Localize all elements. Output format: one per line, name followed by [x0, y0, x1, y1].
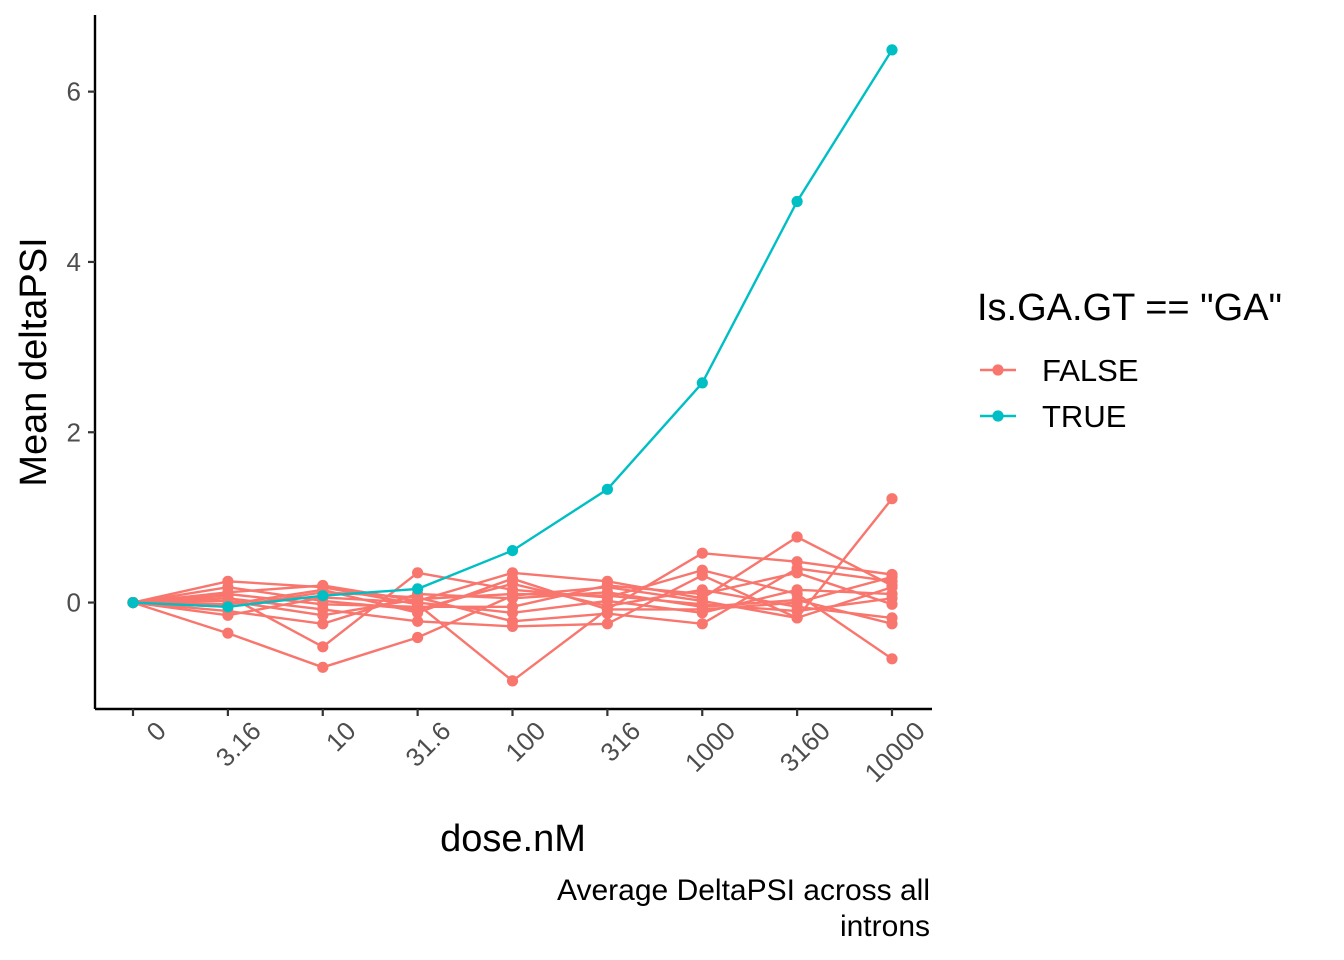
- data-point: [601, 579, 614, 592]
- x-axis-title: dose.nM: [440, 818, 586, 860]
- data-point: [886, 493, 898, 505]
- y-tick-label: 6: [67, 77, 81, 107]
- legend-label: FALSE: [1042, 353, 1139, 388]
- data-point: [886, 598, 898, 610]
- data-point: [886, 612, 898, 624]
- data-point: [222, 601, 234, 613]
- data-point: [317, 618, 329, 630]
- data-point: [601, 483, 614, 495]
- data-point: [412, 615, 424, 627]
- data-point: [412, 631, 424, 644]
- data-point: [886, 653, 898, 665]
- data-point: [601, 590, 614, 602]
- data-point: [696, 569, 708, 581]
- data-point: [696, 603, 708, 616]
- legend-key-point: [992, 410, 1004, 422]
- x-tick-label: 316: [594, 716, 646, 768]
- legend-key-point: [992, 364, 1004, 376]
- data-point: [886, 44, 898, 56]
- data-point: [791, 605, 803, 617]
- data-point: [791, 195, 803, 208]
- data-point: [317, 641, 329, 653]
- data-point: [222, 609, 234, 621]
- data-point: [791, 597, 803, 609]
- data-point: [696, 377, 708, 389]
- x-tick-label: 100: [499, 716, 551, 768]
- data-point: [506, 588, 519, 600]
- data-point: [506, 601, 519, 613]
- data-point: [506, 573, 519, 585]
- legend-label: TRUE: [1042, 399, 1126, 434]
- x-tick-label: 3160: [774, 716, 836, 778]
- y-axis-title: Mean deltaPSI: [13, 237, 55, 486]
- data-point: [412, 567, 424, 579]
- axes: 0 2 4 6 0 3.16 10 31.6 100 316 1000 3160 10000: [67, 15, 932, 788]
- legend-item-false: FALSE: [980, 353, 1139, 388]
- data-point: [791, 531, 803, 543]
- x-tick-label: 10: [320, 716, 362, 758]
- plot-area: [127, 44, 898, 687]
- y-tick-label: 2: [67, 417, 81, 447]
- data-point: [506, 675, 519, 687]
- data-point: [696, 547, 708, 559]
- data-point: [412, 607, 424, 619]
- data-point: [601, 603, 614, 616]
- caption-line-2: introns: [840, 910, 930, 943]
- y-tick-label: 0: [67, 588, 81, 618]
- x-tick-label: 3.16: [210, 716, 267, 773]
- x-tick-label: 0: [140, 716, 171, 747]
- caption-line-1: Average DeltaPSI across all: [557, 874, 930, 907]
- data-point: [317, 661, 329, 673]
- data-point: [506, 545, 519, 557]
- data-point: [886, 571, 898, 583]
- data-point: [317, 590, 329, 602]
- data-point: [222, 588, 234, 600]
- data-point: [696, 588, 708, 600]
- series-true-0: [127, 44, 898, 613]
- x-tick-label: 10000: [858, 716, 930, 788]
- data-point: [506, 620, 519, 633]
- legend-item-true: TRUE: [980, 399, 1126, 434]
- data-point: [791, 584, 803, 596]
- legend: Is.GA.GT == "GA" FALSE TRUE: [977, 287, 1282, 434]
- x-tick-label: 1000: [679, 716, 741, 778]
- data-point: [317, 609, 329, 621]
- data-point: [696, 618, 708, 630]
- legend-title: Is.GA.GT == "GA": [977, 287, 1282, 329]
- y-tick-label: 4: [67, 247, 81, 277]
- data-point: [222, 627, 234, 639]
- series-line: [132, 49, 894, 609]
- x-tick-label: 31.6: [399, 716, 456, 773]
- data-point: [601, 618, 614, 630]
- data-point: [317, 598, 329, 610]
- data-point: [412, 583, 424, 595]
- data-point: [791, 567, 803, 579]
- data-point: [127, 597, 139, 609]
